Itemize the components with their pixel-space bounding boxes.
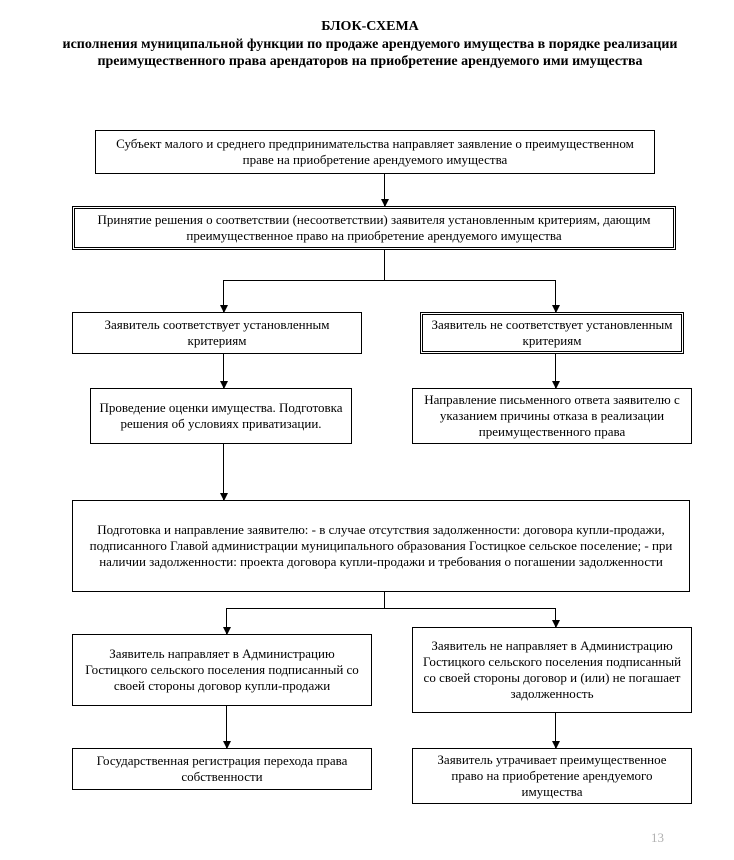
- title-line1: БЛОК-СХЕМА: [321, 19, 419, 34]
- node-loses-right: Заявитель утрачивает преимущественное пр…: [412, 748, 692, 804]
- node-fails-criteria: Заявитель не соответствует установленным…: [420, 312, 684, 354]
- node-text: Принятие решения о соответствии (несоотв…: [83, 212, 665, 245]
- node-text: Направление письменного ответа заявителю…: [421, 392, 683, 441]
- node-text: Заявитель направляет в Администрацию Гос…: [81, 646, 363, 695]
- node-decision-criteria: Принятие решения о соответствии (несоотв…: [72, 206, 676, 250]
- node-text: Проведение оценки имущества. Подготовка …: [99, 400, 343, 433]
- node-refusal-letter: Направление письменного ответа заявителю…: [412, 388, 692, 444]
- node-text: Государственная регистрация перехода пра…: [81, 753, 363, 786]
- title-rest: исполнения муниципальной функции по прод…: [63, 37, 678, 70]
- page-number: 13: [651, 830, 664, 846]
- node-text: Заявитель соответствует установленным кр…: [81, 317, 353, 350]
- node-applicant-signs: Заявитель направляет в Администрацию Гос…: [72, 634, 372, 706]
- node-send-contract: Подготовка и направление заявителю: - в …: [72, 500, 690, 592]
- node-text: Субъект малого и среднего предпринимател…: [104, 136, 646, 169]
- node-valuation: Проведение оценки имущества. Подготовка …: [90, 388, 352, 444]
- node-state-registration: Государственная регистрация перехода пра…: [72, 748, 372, 790]
- node-applicant-no-sign: Заявитель не направляет в Администрацию …: [412, 627, 692, 713]
- flowchart-page: { "type": "flowchart", "page_number": "1…: [0, 0, 734, 860]
- node-application: Субъект малого и среднего предпринимател…: [95, 130, 655, 174]
- doc-title: БЛОК-СХЕМА исполнения муниципальной функ…: [60, 18, 680, 71]
- node-meets-criteria: Заявитель соответствует установленным кр…: [72, 312, 362, 354]
- node-text: Заявитель не соответствует установленным…: [431, 317, 673, 350]
- node-text: Подготовка и направление заявителю: - в …: [81, 522, 681, 571]
- node-text: Заявитель утрачивает преимущественное пр…: [421, 752, 683, 801]
- node-text: Заявитель не направляет в Администрацию …: [421, 638, 683, 703]
